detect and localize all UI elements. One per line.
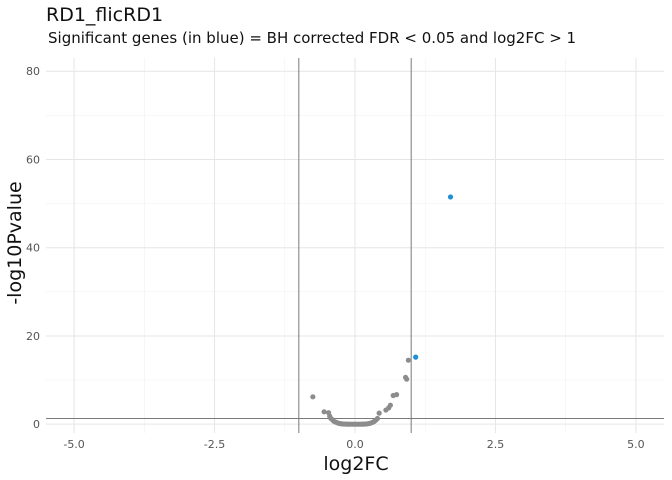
significant-point	[413, 354, 419, 360]
y-tick-label: 60	[26, 153, 40, 166]
reference-lines	[46, 58, 664, 433]
y-axis-ticks: 0 20 40 60 80	[26, 65, 40, 431]
y-tick-label: 20	[26, 330, 40, 343]
x-tick-label: 5.0	[627, 438, 645, 451]
chart-title: RD1_flicRD1	[46, 4, 163, 26]
non-significant-point	[387, 402, 393, 408]
non-significant-point	[376, 410, 382, 416]
non-significant-point	[405, 357, 411, 363]
y-axis-title: -log10Pvalue	[4, 181, 26, 304]
x-tick-label: 0.0	[346, 438, 364, 451]
y-tick-label: 80	[26, 65, 40, 78]
non-significant-point	[321, 409, 327, 415]
non-significant-point	[393, 392, 400, 398]
x-tick-label: 2.5	[487, 438, 505, 451]
chart-subtitle: Significant genes (in blue) = BH correct…	[48, 29, 576, 47]
data-points	[310, 194, 454, 427]
non-significant-point	[310, 394, 316, 400]
y-tick-label: 40	[26, 242, 40, 255]
non-significant-point	[404, 376, 410, 382]
x-tick-label: -5.0	[63, 438, 84, 451]
y-tick-label: 0	[33, 418, 40, 431]
x-tick-label: -2.5	[204, 438, 225, 451]
grid-lines	[46, 58, 664, 433]
significant-point	[447, 194, 454, 200]
non-significant-point	[374, 415, 381, 422]
x-axis-title: log2FC	[323, 453, 388, 475]
x-axis-ticks: -5.0 -2.5 0.0 2.5 5.0	[63, 438, 644, 451]
